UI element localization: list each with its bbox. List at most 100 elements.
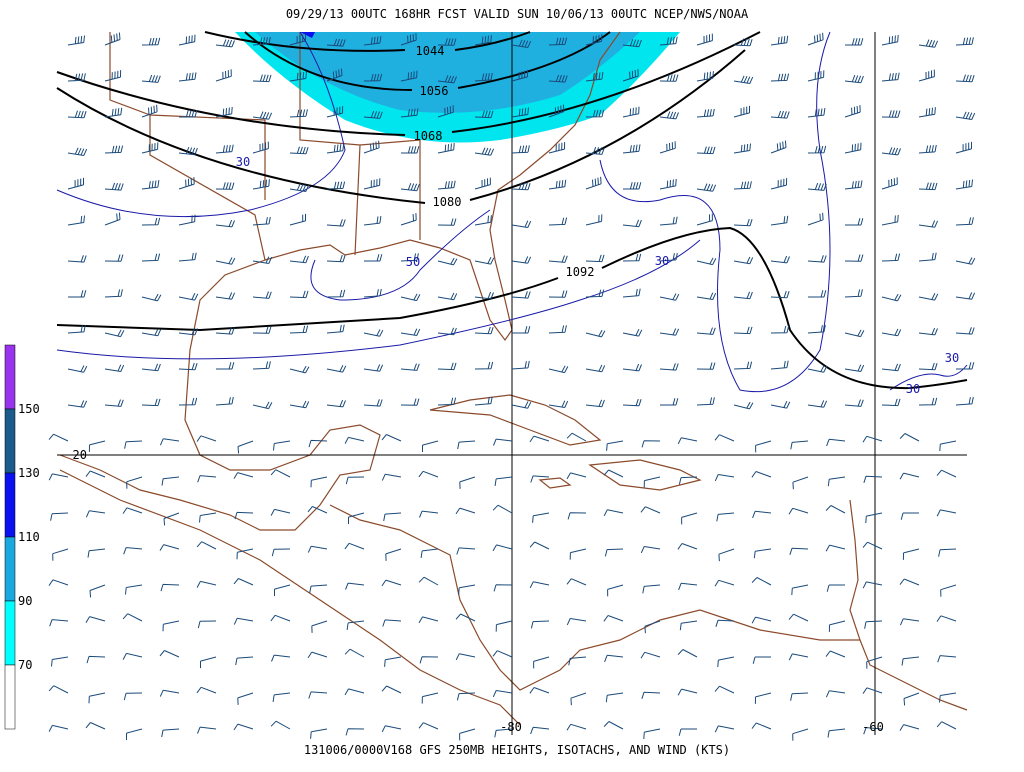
wind-barb	[585, 176, 602, 190]
wind-barb	[141, 293, 162, 302]
wind-barb	[474, 396, 493, 406]
wind-barb	[474, 177, 491, 190]
wind-barb	[789, 547, 809, 555]
wind-barb	[326, 106, 344, 118]
wind-barb	[770, 325, 790, 334]
wind-barb	[585, 146, 605, 155]
wind-barb	[716, 512, 735, 522]
wind-barb	[474, 256, 495, 265]
wind-barb	[492, 690, 513, 698]
wind-barb	[363, 36, 382, 46]
wind-barb	[270, 720, 291, 730]
wind-barb	[311, 620, 328, 633]
wind-barb	[310, 476, 328, 488]
wind-barb	[640, 651, 661, 659]
wind-barb	[604, 654, 624, 663]
wind-barb	[346, 620, 365, 630]
wind-barb	[381, 725, 402, 733]
wind-barb	[696, 108, 715, 118]
wind-barb	[936, 721, 957, 730]
wind-barb	[492, 544, 513, 552]
wind-barb	[511, 182, 531, 191]
wind-barb	[456, 547, 476, 555]
wind-barb	[252, 326, 272, 334]
wind-barb	[825, 505, 846, 514]
wind-barb	[492, 650, 513, 658]
wind-barb	[770, 140, 787, 154]
wind-barb	[677, 688, 698, 696]
wind-barb	[272, 692, 291, 702]
wind-barb	[918, 397, 938, 406]
wind-barb	[160, 583, 180, 592]
wind-barb	[899, 724, 920, 731]
wind-barb	[530, 620, 550, 629]
wind-barb	[289, 255, 309, 264]
wind-barb	[659, 293, 680, 301]
wind-barb	[863, 475, 883, 483]
wind-barb	[770, 400, 791, 409]
legend-label: 150	[18, 402, 40, 416]
wind-barb	[88, 440, 106, 452]
wind-barb	[141, 74, 161, 83]
wind-barb	[936, 509, 957, 517]
wind-barb	[86, 655, 106, 664]
wind-barb	[274, 584, 291, 597]
wind-barb	[644, 620, 661, 634]
wind-barb	[163, 512, 180, 526]
wind-barb	[289, 71, 307, 82]
wind-barb	[252, 216, 271, 226]
wind-barb	[770, 215, 789, 226]
wind-barb	[344, 688, 365, 696]
coast-lesser-antilles	[849, 499, 861, 641]
wind-barb	[87, 548, 106, 558]
wind-barb	[363, 364, 384, 372]
wind-barb	[307, 506, 328, 514]
wind-barb	[200, 656, 217, 669]
legend-label: 130	[18, 466, 40, 480]
wind-barb	[825, 690, 846, 698]
legend-swatch	[4, 408, 16, 474]
wind-barb	[807, 108, 826, 118]
wind-barb	[307, 651, 328, 659]
wind-barb	[326, 38, 346, 47]
wind-barb	[400, 70, 418, 82]
wind-barb	[270, 469, 291, 478]
wind-barb	[215, 219, 235, 228]
wind-barb	[603, 469, 624, 478]
wind-barb	[755, 440, 772, 453]
legend-swatch	[4, 536, 16, 602]
wind-barb	[862, 581, 883, 589]
wind-barb	[363, 329, 384, 337]
contour-label: 1092	[566, 265, 595, 279]
wind-barb	[955, 396, 974, 406]
wind-barb	[733, 105, 750, 118]
wind-barb	[474, 326, 494, 335]
wind-barb	[178, 327, 198, 336]
wind-barb	[400, 398, 420, 406]
wind-barb	[696, 257, 717, 266]
wind-barb	[603, 509, 624, 517]
isotach-shade-110	[300, 32, 315, 38]
legend: 150 130 110 90 70	[4, 344, 40, 730]
wind-barb	[566, 578, 587, 586]
wind-barb	[196, 435, 217, 442]
wind-barb	[237, 440, 254, 454]
height-contour	[56, 49, 746, 204]
wind-barb	[215, 144, 234, 154]
wind-barb	[344, 542, 365, 550]
wind-barb	[511, 107, 529, 118]
wind-barb	[881, 293, 902, 302]
wind-barb	[825, 544, 846, 552]
wind-barb	[400, 33, 417, 46]
wind-barb	[827, 476, 846, 487]
wind-barb	[936, 615, 957, 622]
wind-barb	[512, 326, 531, 334]
wind-barb	[899, 472, 920, 480]
wind-barb	[178, 397, 198, 406]
wind-barb	[622, 363, 642, 372]
wind-barb	[530, 726, 550, 735]
wind-barb	[548, 255, 568, 263]
wind-barb	[104, 70, 122, 82]
wind-barb	[401, 146, 420, 154]
